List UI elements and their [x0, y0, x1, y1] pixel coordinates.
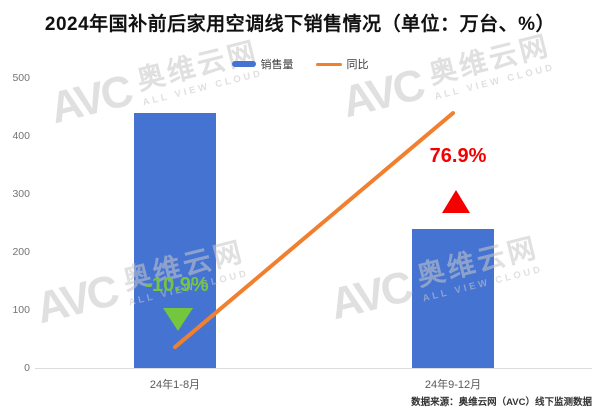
y-axis-tick: 300 — [12, 188, 30, 200]
x-axis-line — [35, 368, 592, 369]
triangle-up-icon — [442, 190, 470, 213]
annotation-yoy-negative: -10.9% — [145, 274, 209, 296]
annotation-yoy-positive: 76.9% — [429, 145, 487, 167]
legend-line-swatch-icon — [315, 62, 342, 66]
yoy-trend-line[interactable] — [173, 111, 455, 350]
legend-label-sales: 销售量 — [260, 59, 294, 71]
y-axis-tick: 0 — [24, 362, 30, 374]
legend-label-yoy: 同比 — [346, 59, 369, 71]
source-note: 数据来源：奥维云网（AVC）线下监测数据 — [411, 397, 592, 408]
y-axis-tick: 100 — [12, 304, 30, 316]
legend-item-sales[interactable]: 销售量 — [231, 56, 294, 72]
legend-item-yoy[interactable]: 同比 — [315, 56, 369, 72]
legend: 销售量 同比 — [0, 56, 600, 72]
triangle-down-icon — [163, 308, 193, 331]
bar-sales-post-subsidy[interactable] — [412, 228, 494, 368]
y-axis-tick: 400 — [12, 130, 30, 142]
chart-title: 2024年国补前后家用空调线下销售情况（单位：万台、%） — [44, 14, 556, 35]
y-axis-tick: 500 — [12, 72, 30, 84]
x-axis-label-pre: 24年1-8月 — [149, 379, 201, 391]
legend-bar-swatch-icon — [231, 61, 256, 67]
y-axis-tick: 200 — [12, 246, 30, 258]
x-axis-label-post: 24年9-12月 — [424, 379, 482, 391]
